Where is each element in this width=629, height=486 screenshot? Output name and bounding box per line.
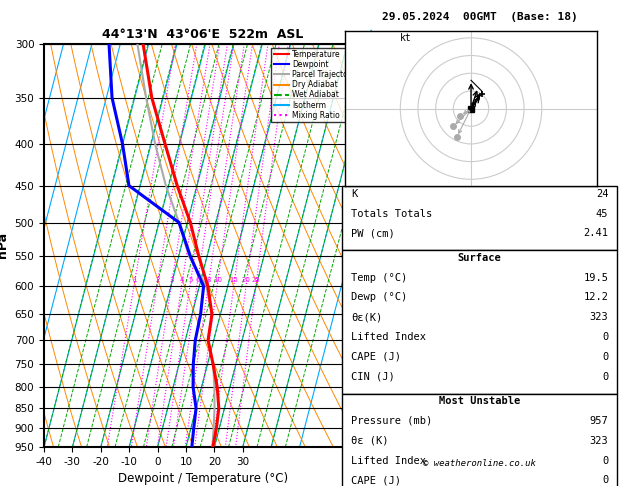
Text: 1: 1 bbox=[367, 408, 373, 417]
Text: θε (K): θε (K) bbox=[351, 436, 388, 446]
Text: 10: 10 bbox=[213, 278, 222, 283]
Title: 44°13'N  43°06'E  522m  ASL: 44°13'N 43°06'E 522m ASL bbox=[102, 28, 304, 41]
Text: 0: 0 bbox=[602, 352, 608, 362]
Text: 0: 0 bbox=[602, 332, 608, 342]
Text: 0: 0 bbox=[602, 372, 608, 382]
Text: LCL: LCL bbox=[343, 410, 359, 419]
Text: Surface: Surface bbox=[458, 253, 501, 263]
Text: 2: 2 bbox=[367, 364, 373, 374]
Text: ASL: ASL bbox=[367, 48, 383, 57]
Text: 6: 6 bbox=[367, 189, 373, 198]
Text: 24: 24 bbox=[596, 189, 608, 199]
Text: 957: 957 bbox=[589, 416, 608, 426]
Bar bbox=[342, 394, 617, 486]
Text: CIN (J): CIN (J) bbox=[351, 372, 394, 382]
Text: Temp (°C): Temp (°C) bbox=[351, 273, 407, 283]
Text: Mixing Ratio (g/kg): Mixing Ratio (g/kg) bbox=[386, 199, 395, 292]
Text: 3: 3 bbox=[367, 315, 373, 324]
Legend: Temperature, Dewpoint, Parcel Trajectory, Dry Adiabat, Wet Adiabat, Isotherm, Mi: Temperature, Dewpoint, Parcel Trajectory… bbox=[272, 48, 358, 122]
Text: 1: 1 bbox=[132, 278, 136, 283]
Text: 5: 5 bbox=[367, 225, 373, 234]
X-axis label: Dewpoint / Temperature (°C): Dewpoint / Temperature (°C) bbox=[118, 472, 288, 486]
Text: 19.5: 19.5 bbox=[584, 273, 608, 283]
Text: 2: 2 bbox=[155, 278, 160, 283]
Text: 0: 0 bbox=[602, 455, 608, 466]
Text: 45: 45 bbox=[596, 208, 608, 219]
Text: 323: 323 bbox=[589, 436, 608, 446]
Text: 5: 5 bbox=[188, 278, 192, 283]
Text: θε(K): θε(K) bbox=[351, 312, 382, 322]
Text: CAPE (J): CAPE (J) bbox=[351, 352, 401, 362]
Text: 29.05.2024  00GMT  (Base: 18): 29.05.2024 00GMT (Base: 18) bbox=[382, 12, 577, 22]
Text: 4: 4 bbox=[180, 278, 184, 283]
Text: Dewp (°C): Dewp (°C) bbox=[351, 293, 407, 302]
Text: Lifted Index: Lifted Index bbox=[351, 455, 426, 466]
Text: © weatheronline.co.uk: © weatheronline.co.uk bbox=[423, 459, 536, 468]
Text: 7: 7 bbox=[367, 149, 373, 157]
Text: kt: kt bbox=[400, 34, 412, 43]
Bar bbox=[342, 250, 617, 394]
Text: 6: 6 bbox=[195, 278, 199, 283]
Text: Most Unstable: Most Unstable bbox=[439, 396, 520, 406]
Text: 15: 15 bbox=[230, 278, 238, 283]
Text: Pressure (mb): Pressure (mb) bbox=[351, 416, 432, 426]
Text: km: km bbox=[367, 31, 381, 40]
Text: 3: 3 bbox=[169, 278, 174, 283]
Text: 20: 20 bbox=[242, 278, 251, 283]
Text: 8: 8 bbox=[367, 103, 373, 112]
Text: 8: 8 bbox=[206, 278, 211, 283]
Text: 323: 323 bbox=[589, 312, 608, 322]
Text: 2.41: 2.41 bbox=[584, 228, 608, 238]
Text: Totals Totals: Totals Totals bbox=[351, 208, 432, 219]
Text: 0: 0 bbox=[602, 475, 608, 486]
Text: Lifted Index: Lifted Index bbox=[351, 332, 426, 342]
Text: 12.2: 12.2 bbox=[584, 293, 608, 302]
Text: K: K bbox=[351, 189, 357, 199]
Text: 9: 9 bbox=[367, 51, 373, 60]
Text: PW (cm): PW (cm) bbox=[351, 228, 394, 238]
Y-axis label: hPa: hPa bbox=[0, 232, 9, 259]
Text: CAPE (J): CAPE (J) bbox=[351, 475, 401, 486]
Text: 25: 25 bbox=[252, 278, 260, 283]
Bar bbox=[342, 186, 617, 250]
